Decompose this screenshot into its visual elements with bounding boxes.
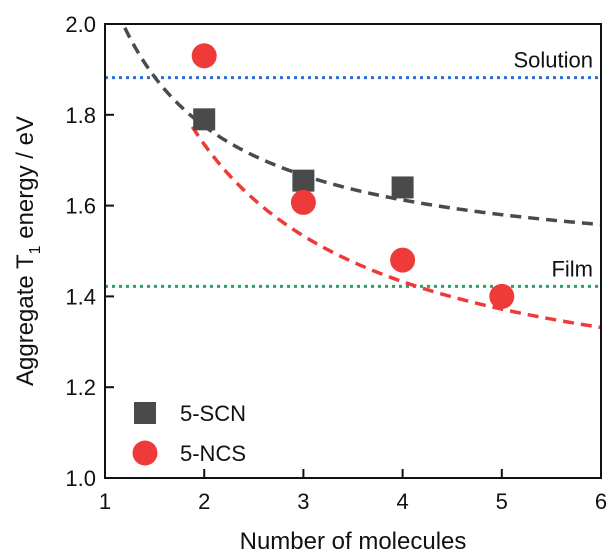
5-scn-point-3 <box>292 169 315 192</box>
reference-labels: Solution Film <box>513 48 593 282</box>
5-scn-point-4 <box>391 176 414 199</box>
y-tick-label-1-0: 1.0 <box>65 466 96 491</box>
y-tick-label-2-0: 2.0 <box>65 12 96 37</box>
legend: 5-SCN 5-NCS <box>132 401 246 466</box>
5-scn-point-2 <box>193 108 216 131</box>
5-ncs-fit-curve <box>190 125 601 330</box>
legend-marker-5-scn <box>134 402 156 424</box>
y-tick-label-1-6: 1.6 <box>65 194 96 219</box>
x-tick-label-1: 1 <box>99 489 111 514</box>
5-ncs-point-4 <box>390 247 416 273</box>
y-tick-label-1-4: 1.4 <box>65 284 96 309</box>
5-ncs-point-2 <box>191 43 217 69</box>
legend-label-5-ncs: 5-NCS <box>180 441 246 466</box>
5-ncs-point-3 <box>290 189 316 215</box>
y-axis-label: Aggregate T1 energy / eV <box>12 116 44 386</box>
solution-label: Solution <box>513 48 593 73</box>
x-tick-label-2: 2 <box>198 489 210 514</box>
x-tick-label-4: 4 <box>396 489 408 514</box>
x-tick-label-6: 6 <box>595 489 607 514</box>
legend-label-5-scn: 5-SCN <box>180 401 246 426</box>
reference-lines <box>105 76 601 288</box>
x-axis-label: Number of molecules <box>240 528 467 554</box>
x-tick-label-5: 5 <box>496 489 508 514</box>
y-tick-label-1-2: 1.2 <box>65 375 96 400</box>
fit-curves <box>123 27 601 330</box>
legend-marker-5-ncs <box>132 440 158 466</box>
plot-frame <box>104 23 602 479</box>
5-ncs-point-5 <box>489 283 515 309</box>
film-label: Film <box>551 256 593 281</box>
y-tick-label-1-8: 1.8 <box>65 103 96 128</box>
data-markers <box>191 43 515 309</box>
axes: 1 2 3 4 5 6 1.0 1.2 1.4 1.6 1.8 2.0 <box>65 12 607 514</box>
x-tick-label-3: 3 <box>297 489 309 514</box>
